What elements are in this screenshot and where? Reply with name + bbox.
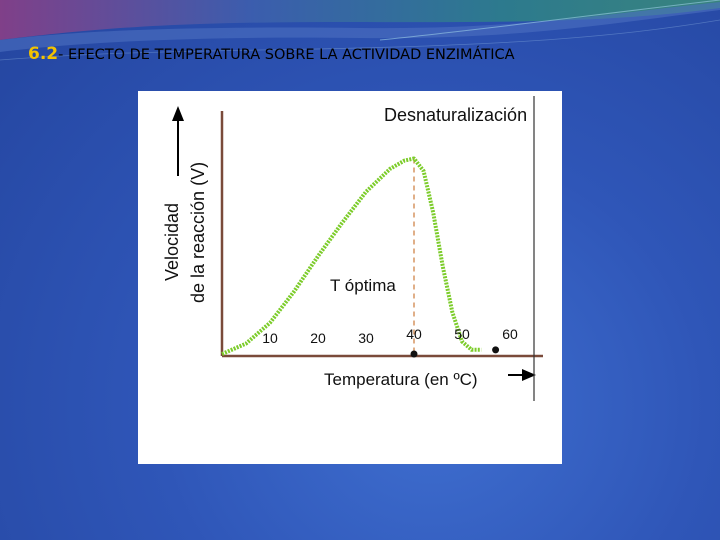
- x-tick-label: 40: [406, 326, 422, 342]
- y-axis-arrow-head: [172, 106, 184, 121]
- chart-figure: 10 20 30 40 50 60 Desnaturalización T óptima …: [138, 91, 562, 464]
- x-axis-arrow-head: [522, 369, 536, 381]
- enzyme-temperature-chart: 10 20 30 40 50 60 Desnaturalización T óptima …: [162, 96, 543, 401]
- x-tick-label: 30: [358, 330, 374, 346]
- x-tick-label: 10: [262, 330, 278, 346]
- x-axis-label: Temperatura (en ºC): [324, 370, 478, 389]
- slide-title-number: 6.2: [28, 44, 59, 64]
- y-axis-label-line2: de la reacción (V): [188, 162, 208, 303]
- data-marker-1: [410, 350, 418, 358]
- slide-title: 6.2- EFECTO DE TEMPERATURA SOBRE LA ACTI…: [28, 44, 515, 64]
- y-axis-label-line1: Velocidad: [162, 203, 182, 281]
- decorative-header-band: [0, 0, 720, 61]
- x-tick-label: 60: [502, 326, 518, 342]
- x-tick-label: 50: [454, 326, 470, 342]
- activity-curve-series: [221, 156, 482, 356]
- x-tick-label: 20: [310, 330, 326, 346]
- optimum-annotation: T óptima: [330, 276, 396, 295]
- slide-title-text: - EFECTO DE TEMPERATURA SOBRE LA ACTIVID…: [58, 47, 515, 63]
- data-marker-2: [492, 346, 500, 354]
- chart-title: Desnaturalización: [384, 105, 527, 125]
